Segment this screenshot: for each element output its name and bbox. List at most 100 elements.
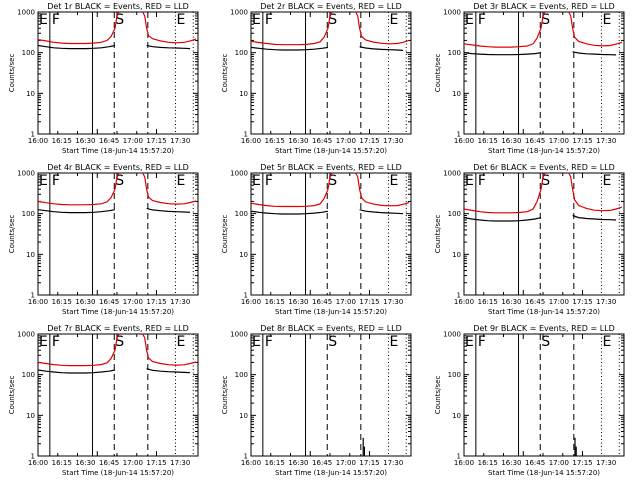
- marker-label-f: F: [478, 334, 486, 350]
- series-line-events: [359, 46, 404, 51]
- marker-label-s: S: [328, 12, 337, 28]
- x-tick-label: 16:15: [52, 298, 72, 306]
- x-tick-label: 16:45: [525, 298, 545, 306]
- plot-frame: [463, 333, 625, 457]
- x-tick-label: 16:30: [75, 298, 95, 306]
- plot-frame: [250, 333, 412, 457]
- series-line-lld: [464, 12, 546, 48]
- x-tick-label: 17:15: [359, 459, 379, 467]
- x-tick-label: 16:00: [454, 298, 474, 306]
- marker-label-s: S: [541, 334, 550, 350]
- x-tick-label: 17:30: [596, 298, 616, 306]
- x-tick-label: 17:00: [336, 459, 356, 467]
- y-tick-label: 1000: [17, 331, 35, 339]
- x-tick-label: 17:00: [123, 459, 143, 467]
- x-tick-label: 16:45: [312, 298, 332, 306]
- y-tick-label: 1000: [230, 9, 248, 17]
- y-axis-label: Counts/sec: [8, 376, 16, 415]
- x-tick-label: 16:45: [312, 137, 332, 145]
- series-line-events: [251, 210, 329, 215]
- x-tick-label: 16:15: [52, 459, 72, 467]
- chart-panel-8: Det 8r BLACK = Events, RED = LLD Counts/s…: [221, 324, 412, 477]
- marker-label-e-right: E: [176, 12, 185, 28]
- chart-panel-3: Det 3r BLACK = Events, RED = LLD Counts/s…: [434, 2, 625, 155]
- y-tick-label: 100: [448, 371, 461, 379]
- x-tick-label: 17:15: [146, 298, 166, 306]
- y-tick-label: 1000: [17, 9, 35, 17]
- y-axis-label: Counts/sec: [221, 376, 229, 415]
- plot-frame: [250, 172, 412, 296]
- x-tick-label: 17:30: [383, 298, 403, 306]
- x-tick-label: 16:00: [28, 137, 48, 145]
- marker-label-e-left: E: [252, 173, 261, 189]
- x-tick-label: 16:45: [99, 137, 119, 145]
- x-tick-label: 17:00: [549, 298, 569, 306]
- series-line-events: [38, 209, 116, 214]
- x-tick-label: 17:00: [336, 137, 356, 145]
- y-tick-label: 10: [26, 90, 35, 98]
- series-line-events: [464, 52, 542, 56]
- y-tick-label: 1000: [443, 9, 461, 17]
- panel-title: Det 5r BLACK = Events, RED = LLD: [260, 163, 402, 172]
- y-tick-label: 10: [452, 90, 461, 98]
- x-axis-label: Start Time (18-Jun-14 15:57:20): [488, 469, 600, 477]
- marker-label-e-left: E: [465, 12, 474, 28]
- x-tick-label: 17:15: [572, 298, 592, 306]
- x-tick-label: 16:00: [241, 298, 261, 306]
- marker-label-e-left: E: [465, 173, 474, 189]
- series-line-lld: [355, 173, 410, 207]
- series-line-lld: [38, 12, 120, 45]
- series-line-lld: [142, 334, 197, 366]
- x-tick-label: 16:30: [501, 298, 521, 306]
- x-axis-label: Start Time (18-Jun-14 15:57:20): [62, 147, 174, 155]
- marker-label-f: F: [478, 173, 486, 189]
- y-tick-label: 10: [239, 412, 248, 420]
- marker-label-e-right: E: [389, 173, 398, 189]
- y-tick-label: 10: [239, 90, 248, 98]
- x-tick-label: 17:15: [146, 459, 166, 467]
- marker-label-e-right: E: [602, 334, 611, 350]
- x-axis-label: Start Time (18-Jun-14 15:57:20): [62, 308, 174, 316]
- y-axis-label: Counts/sec: [8, 54, 16, 93]
- y-tick-label: 1000: [443, 331, 461, 339]
- panel-title: Det 3r BLACK = Events, RED = LLD: [473, 2, 615, 11]
- marker-label-s: S: [328, 334, 337, 350]
- plot-frame: [463, 11, 625, 135]
- y-tick-label: 1: [457, 292, 461, 300]
- y-axis-label: Counts/sec: [221, 54, 229, 93]
- x-tick-label: 16:15: [265, 298, 285, 306]
- chart-panel-9: Det 9r BLACK = Events, RED = LLD Counts/s…: [434, 324, 625, 477]
- x-tick-label: 16:30: [288, 137, 308, 145]
- y-tick-label: 100: [22, 210, 35, 218]
- x-tick-label: 17:30: [383, 459, 403, 467]
- y-axis-label: Counts/sec: [8, 215, 16, 254]
- x-tick-label: 17:15: [359, 298, 379, 306]
- x-axis-label: Start Time (18-Jun-14 15:57:20): [488, 308, 600, 316]
- y-tick-label: 1: [457, 453, 461, 461]
- panel-title: Det 8r BLACK = Events, RED = LLD: [260, 324, 402, 333]
- x-tick-label: 17:15: [146, 137, 166, 145]
- chart-panel-4: Det 4r BLACK = Events, RED = LLD Counts/s…: [8, 163, 199, 316]
- y-tick-label: 1: [31, 292, 35, 300]
- x-tick-label: 16:45: [99, 298, 119, 306]
- y-tick-label: 1: [31, 131, 35, 139]
- x-tick-label: 16:15: [52, 137, 72, 145]
- x-tick-label: 16:45: [99, 459, 119, 467]
- marker-label-s: S: [115, 334, 124, 350]
- y-axis-label: Counts/sec: [434, 376, 442, 415]
- y-tick-label: 1: [244, 453, 248, 461]
- series-line-events: [464, 217, 542, 222]
- marker-label-f: F: [52, 12, 60, 28]
- panel-title: Det 1r BLACK = Events, RED = LLD: [47, 2, 189, 11]
- series-line-lld: [142, 12, 197, 44]
- panel-title: Det 4r BLACK = Events, RED = LLD: [47, 163, 189, 172]
- marker-label-s: S: [115, 173, 124, 189]
- y-axis-label: Counts/sec: [221, 215, 229, 254]
- series-line-lld: [251, 173, 333, 208]
- y-tick-label: 1: [457, 131, 461, 139]
- x-tick-label: 16:00: [28, 298, 48, 306]
- plot-frame: [463, 172, 625, 296]
- series-line-lld: [142, 173, 197, 205]
- marker-label-e-right: E: [602, 173, 611, 189]
- x-tick-label: 17:30: [383, 137, 403, 145]
